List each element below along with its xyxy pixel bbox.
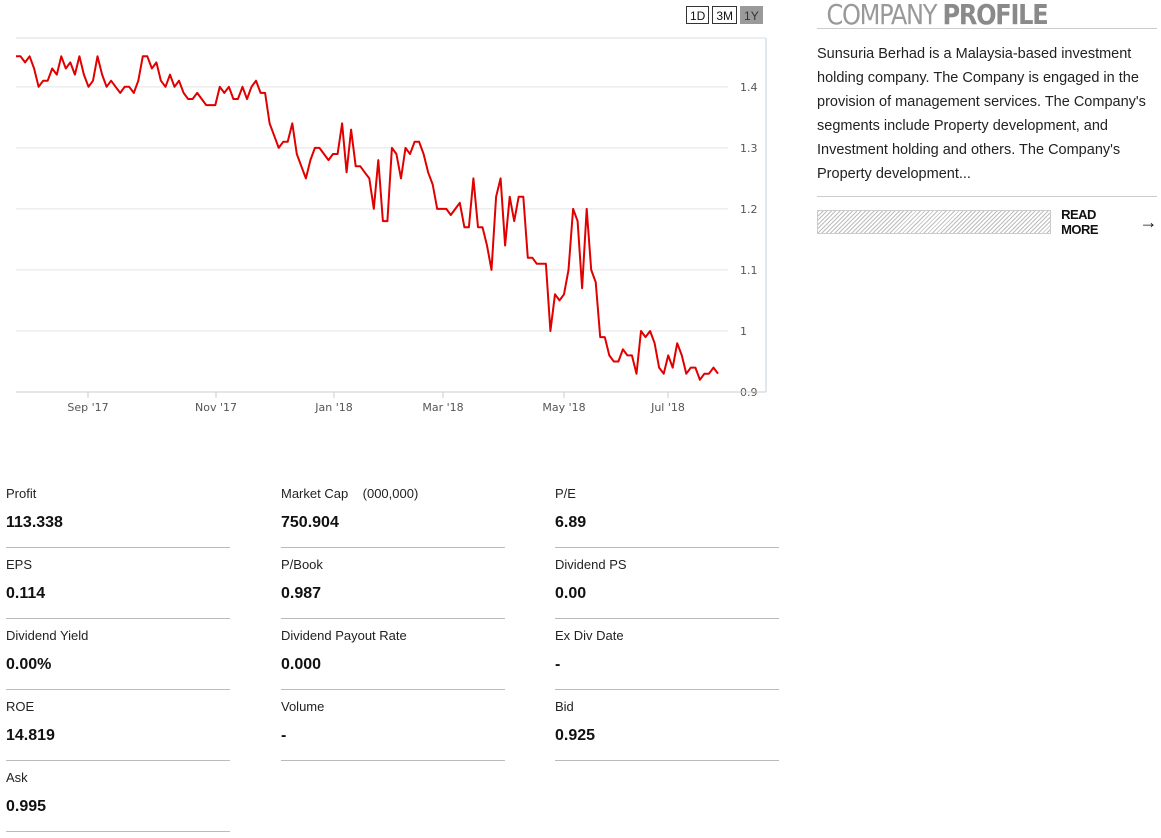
x-tick-label: Nov '17 [195,401,237,414]
stat-cell: P/Book 0.987 [281,547,505,619]
stat-cell: Ex Div Date - [555,618,779,690]
stat-value: 0.114 [6,585,46,602]
stat-label: Dividend Payout Rate [281,628,407,643]
stat-value: 113.338 [6,514,63,531]
x-tick-label: Sep '17 [67,401,108,414]
stat-label: EPS [6,557,33,572]
x-tick-label: Jul '18 [650,401,685,414]
range-selector: 1D 3M 1Y [686,6,763,24]
x-tick-label: May '18 [542,401,585,414]
stat-value: 0.995 [6,798,47,815]
stat-cell: EPS 0.114 [6,547,230,619]
range-3m-button[interactable]: 3M [712,6,738,24]
profile-description: Sunsuria Berhad is a Malaysia-based inve… [817,46,1146,182]
range-1d-button[interactable]: 1D [686,6,710,24]
range-1y-button[interactable]: 1Y [740,6,763,24]
y-tick-label: 1.3 [740,142,758,155]
stat-label: Bid [555,699,574,714]
read-more-label: READ MORE [1061,207,1099,237]
stat-label: Ask [6,770,28,785]
stat-label: Dividend Yield [6,628,89,643]
stat-value: - [555,656,561,673]
y-tick-label: 1.4 [740,81,758,94]
stat-cell: Dividend Payout Rate 0.000 [281,618,505,690]
hatch-decoration [817,210,1052,234]
stat-value: 14.819 [6,727,55,744]
stat-label: P/Book [281,557,323,572]
x-tick-label: Jan '18 [314,401,352,414]
stat-value: 0.000 [281,656,322,673]
stat-label: P/E [555,486,576,501]
arrow-right-icon: → [1139,211,1158,232]
y-tick-label: 1.1 [740,264,758,277]
stat-value: - [281,727,287,744]
stat-value: 6.89 [555,514,587,531]
read-more-row: READ MORE → [817,196,1157,237]
company-profile: COMPANY PROFILE Sunsuria Berhad is a Mal… [817,0,1157,237]
stat-value: 750.904 [281,514,339,531]
profile-heading: COMPANY PROFILE [817,0,1109,31]
stat-label: ROE [6,699,35,714]
profile-heading-bold: PROFILE [942,0,1049,31]
stat-label: Profit [6,486,37,501]
stat-label: Volume [281,699,325,714]
divider [817,28,1157,29]
stat-cell: Bid 0.925 [555,689,779,761]
stat-cell: Volume - [281,689,505,761]
stat-cell: Ask 0.995 [6,760,230,832]
price-line [16,55,719,381]
stat-value: 0.925 [555,727,596,744]
stat-value: 0.00% [6,656,52,673]
y-tick-label: 1.2 [740,203,758,216]
stat-cell: Market Cap (000,000) 750.904 [281,476,505,548]
stat-label: Dividend PS [555,557,627,572]
stat-label: Market Cap (000,000) [281,486,419,501]
stat-cell: P/E 6.89 [555,476,779,548]
stat-value: 0.00 [555,585,587,602]
profile-heading-light: COMPANY [826,0,937,31]
stat-cell: ROE 14.819 [6,689,230,761]
stat-cell: Dividend Yield 0.00% [6,618,230,690]
stat-label: Ex Div Date [555,628,624,643]
stat-cell: Dividend PS 0.00 [555,547,779,619]
x-tick-label: Mar '18 [422,401,463,414]
stat-value: 0.987 [281,585,322,602]
read-more-link[interactable]: READ MORE → [1061,207,1157,237]
y-tick-label: 1 [740,325,747,338]
stat-cell: Profit 113.338 [6,476,230,548]
